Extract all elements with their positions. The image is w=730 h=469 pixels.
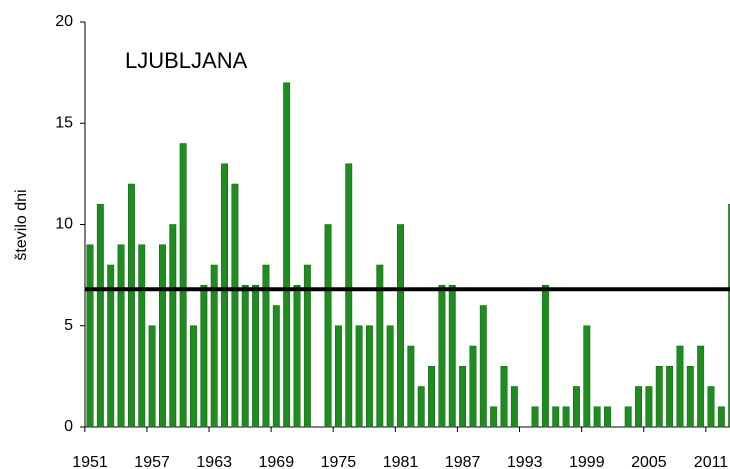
bar (334, 325, 342, 428)
bar (490, 406, 498, 428)
bar (624, 406, 632, 428)
bar (469, 345, 477, 428)
bar (552, 406, 560, 428)
bar (272, 305, 280, 428)
bar (717, 406, 725, 428)
bar (459, 366, 467, 428)
x-tick-label: 2005 (631, 454, 667, 469)
bar (293, 285, 301, 428)
bar (169, 224, 177, 428)
bar (231, 183, 239, 428)
bar (728, 204, 730, 428)
bar (148, 325, 156, 428)
bar (324, 224, 332, 428)
bar (221, 163, 229, 428)
bar (531, 406, 539, 428)
bar (117, 244, 125, 428)
y-tick-label: 10 (55, 216, 73, 233)
bar (210, 264, 218, 428)
x-tick-label: 1951 (72, 454, 108, 469)
x-tick-label: 1969 (259, 454, 295, 469)
bar (562, 406, 570, 428)
bar (376, 264, 384, 428)
bar (138, 244, 146, 428)
y-tick-label: 20 (55, 13, 73, 30)
x-tick-label: 1987 (445, 454, 481, 469)
bar (573, 386, 580, 428)
bar (86, 244, 94, 428)
x-tick-label: 2011 (694, 454, 729, 469)
bar (283, 82, 291, 428)
y-tick-label: 15 (55, 114, 73, 131)
chart-title: LJUBLJANA (125, 48, 248, 73)
bar (428, 366, 436, 428)
bar (252, 285, 260, 428)
x-tick-label: 1993 (507, 454, 543, 469)
bar (448, 285, 456, 428)
bar (635, 386, 642, 428)
bar (645, 386, 653, 428)
bar (666, 366, 674, 428)
y-tick-label: 5 (64, 317, 73, 334)
bar (676, 345, 684, 428)
bar (355, 325, 363, 428)
bar (96, 204, 104, 428)
y-axis-label: število dni (13, 189, 30, 260)
bar (438, 285, 446, 428)
x-tick-label: 1981 (383, 454, 419, 469)
bar (479, 305, 487, 428)
bar (500, 366, 508, 428)
x-tick-label: 1957 (134, 454, 170, 469)
bar (159, 244, 166, 428)
bar (127, 183, 135, 428)
bar (510, 386, 518, 428)
bar (541, 285, 549, 428)
bar (397, 224, 404, 428)
bar (190, 325, 197, 428)
bar (686, 366, 694, 428)
bar (107, 264, 115, 428)
bar (179, 143, 187, 428)
bar (407, 345, 415, 428)
bar (262, 264, 270, 428)
bar (707, 386, 715, 428)
bar (241, 285, 249, 428)
bar (386, 325, 394, 428)
y-tick-label: 0 (64, 418, 73, 435)
bar (366, 325, 373, 428)
bar (303, 264, 311, 428)
x-tick-label: 1999 (569, 454, 605, 469)
bar (604, 406, 611, 428)
bar (697, 345, 705, 428)
bar (655, 366, 663, 428)
bar (593, 406, 601, 428)
bar (345, 163, 353, 428)
x-tick-label: 1975 (321, 454, 357, 469)
bar (583, 325, 591, 428)
bar (200, 285, 208, 428)
bar (417, 386, 425, 428)
x-tick-label: 1963 (196, 454, 232, 469)
